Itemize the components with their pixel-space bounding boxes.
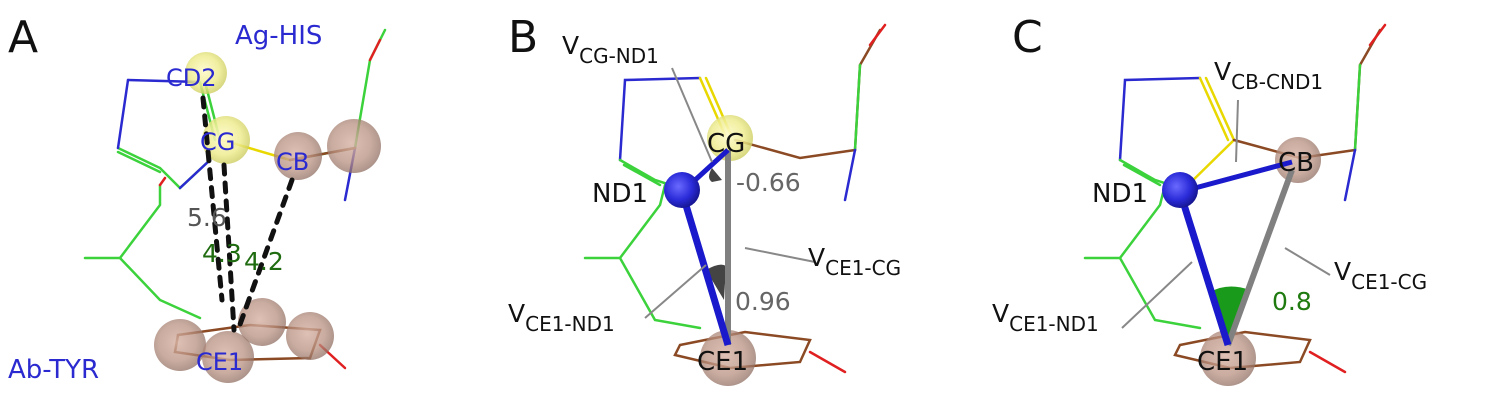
panel-b: B VCG-N	[508, 12, 901, 386]
atom-sphere-cg	[202, 116, 250, 164]
panel-a-letter: A	[8, 12, 38, 63]
panel-c-tyrosine-sticks	[1083, 183, 1347, 374]
vector-label-ce1-nd1: VCE1-ND1	[508, 299, 615, 336]
atom-sphere-cb	[1275, 137, 1321, 183]
value-label-1: 0.8	[1272, 287, 1312, 316]
panel-b-tyrosine-sticks	[583, 183, 847, 374]
panel-c: C VCB	[992, 12, 1427, 386]
atom-sphere-cg	[707, 115, 753, 161]
vector-label-ce1-cg: VCE1-CG	[808, 243, 901, 280]
panel-b-leader-lines	[644, 67, 816, 319]
vector-label-ce1-nd1: VCE1-ND1	[992, 299, 1099, 336]
atom-label-ce1: CE1	[1197, 347, 1248, 377]
atom-sphere-cd2	[185, 52, 227, 94]
atom-label-cd2: CD2	[166, 64, 217, 92]
value-label-2: 0.96	[735, 287, 791, 316]
atom-label-ce1: CE1	[697, 347, 748, 377]
atom-sphere-cz	[238, 298, 286, 346]
atom-sphere-nd1	[1162, 172, 1198, 208]
value-label-1: -0.66	[736, 168, 801, 197]
atom-sphere-cd1	[154, 319, 206, 371]
atom-sphere-ce1	[202, 331, 254, 383]
atom-label-nd1: ND1	[1092, 179, 1148, 209]
atom-sphere-cb	[274, 132, 322, 180]
panel-a-distance-lines	[200, 95, 295, 333]
distance-label-3: 4.2	[244, 247, 284, 276]
vector-label-cg-nd1: VCG-ND1	[562, 31, 659, 68]
distance-label-2: 4.3	[202, 239, 242, 268]
ab-tyr-label: Ab-TYR	[8, 355, 99, 385]
atom-label-cb: CB	[1278, 148, 1314, 178]
atom-label-ce1: CE1	[196, 348, 243, 376]
vector-label-cb-cnd1: VCB-CND1	[1214, 57, 1323, 94]
vector-ce1-cg	[1225, 168, 1295, 347]
atom-label-cg: CG	[200, 128, 235, 156]
atom-label-cb: CB	[276, 148, 309, 176]
panel-c-letter: C	[1012, 12, 1043, 63]
panel-b-letter: B	[508, 12, 538, 63]
vector-cb-nd1	[1179, 159, 1293, 195]
atom-sphere-ce2	[286, 312, 334, 360]
ag-his-label: Ag-HIS	[235, 21, 322, 51]
vector-ce1-nd1	[1176, 190, 1232, 347]
angle-marker-bottom	[706, 264, 726, 300]
atom-sphere-ce1	[1200, 330, 1256, 386]
atom-sphere-ce1	[700, 330, 756, 386]
panel-c-leader-lines	[1121, 99, 1331, 329]
distance-label-1: 5.6	[187, 203, 227, 232]
atom-label-nd1: ND1	[592, 179, 648, 209]
vector-ce1-nd1	[678, 190, 732, 347]
angle-marker	[1210, 286, 1250, 345]
atom-label-cg: CG	[707, 129, 745, 159]
panel-a: A	[8, 12, 387, 385]
panel-a-histidine-sticks	[116, 28, 387, 202]
atom-sphere-nd1	[664, 172, 700, 208]
atom-sphere-ca	[327, 119, 381, 173]
vector-label-ce1-cg: VCE1-CG	[1334, 257, 1427, 294]
angle-marker-top	[709, 168, 722, 182]
